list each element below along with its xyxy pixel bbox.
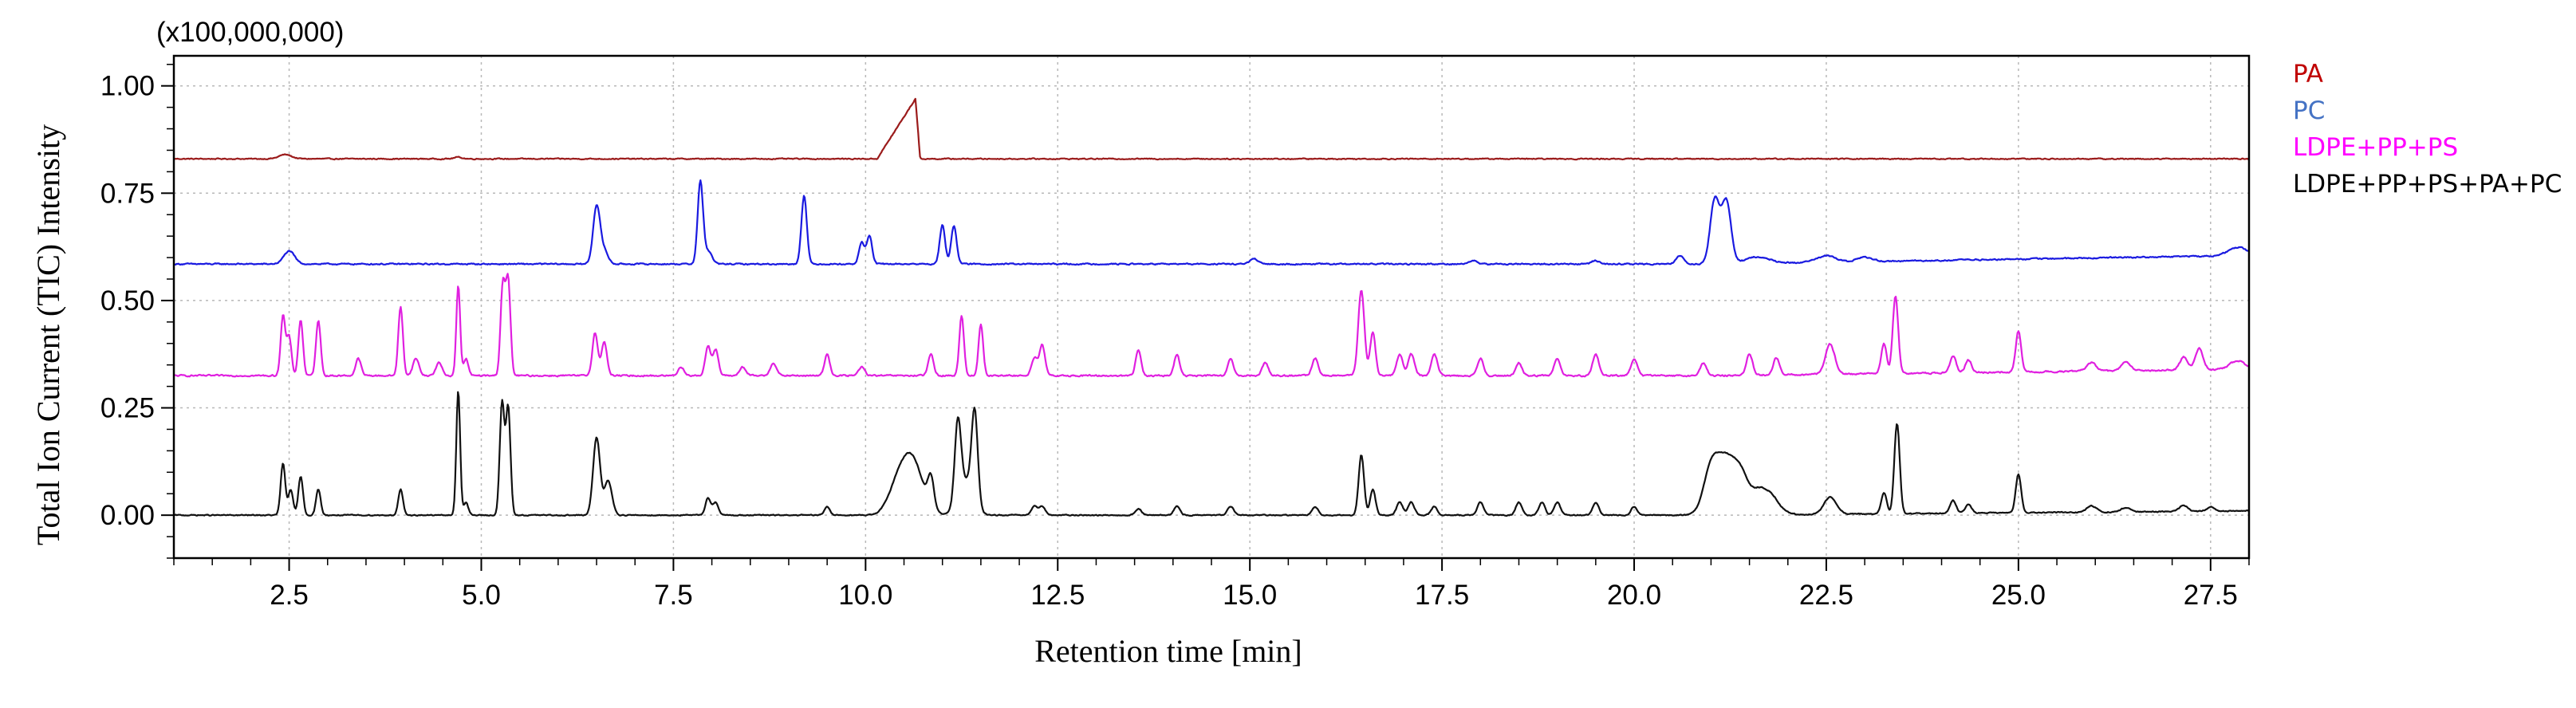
series-lines xyxy=(173,97,2250,517)
x-tick-label: 10.0 xyxy=(838,580,892,611)
x-axis: 2.5 5.0 7.5 10.0 12.5 15.0 17.5 20.0 22.5 25.0 27.… xyxy=(173,558,2250,611)
x-tick-label: 27.5 xyxy=(2184,580,2238,611)
y-tick-label: 1.00 xyxy=(100,71,155,102)
x-tick-label: 7.5 xyxy=(654,580,693,611)
y-axis-title: Total Ion Current (TIC) Intensity xyxy=(30,124,66,545)
x-tick-label: 20.0 xyxy=(1607,580,1661,611)
series-line xyxy=(173,179,2250,266)
x-tick-label: 5.0 xyxy=(462,580,501,611)
x-tick-label: 22.5 xyxy=(1799,580,1853,611)
y-tick-label: 0.25 xyxy=(100,393,155,424)
y-multiplier-label: (x100,000,000) xyxy=(156,17,344,48)
y-tick-label: 0.75 xyxy=(100,178,155,209)
y-axis: 0.00 0.25 0.50 0.75 1.00 xyxy=(100,64,174,559)
legend-entry: PC xyxy=(2293,96,2325,125)
y-tick-label: 0.00 xyxy=(100,500,155,531)
x-tick-label: 17.5 xyxy=(1415,580,1469,611)
series-line xyxy=(173,273,2250,378)
series-line xyxy=(173,391,2250,517)
grid-lines xyxy=(174,56,2249,558)
legend-entry: PA xyxy=(2293,60,2323,88)
y-tick-label: 0.50 xyxy=(100,285,155,317)
x-axis-title: Retention time [min] xyxy=(1034,633,1302,669)
legend-entry: LDPE+PP+PS+PA+PC xyxy=(2293,170,2562,199)
x-tick-label: 2.5 xyxy=(270,580,309,611)
x-tick-label: 12.5 xyxy=(1030,580,1085,611)
x-tick-label: 15.0 xyxy=(1223,580,1277,611)
legend: PA PC LDPE+PP+PS LDPE+PP+PS+PA+PC xyxy=(2293,60,2562,199)
x-tick-label: 25.0 xyxy=(1991,580,2046,611)
plot-frame xyxy=(172,54,2251,560)
series-line xyxy=(173,97,2250,161)
legend-entry: LDPE+PP+PS xyxy=(2293,133,2458,162)
